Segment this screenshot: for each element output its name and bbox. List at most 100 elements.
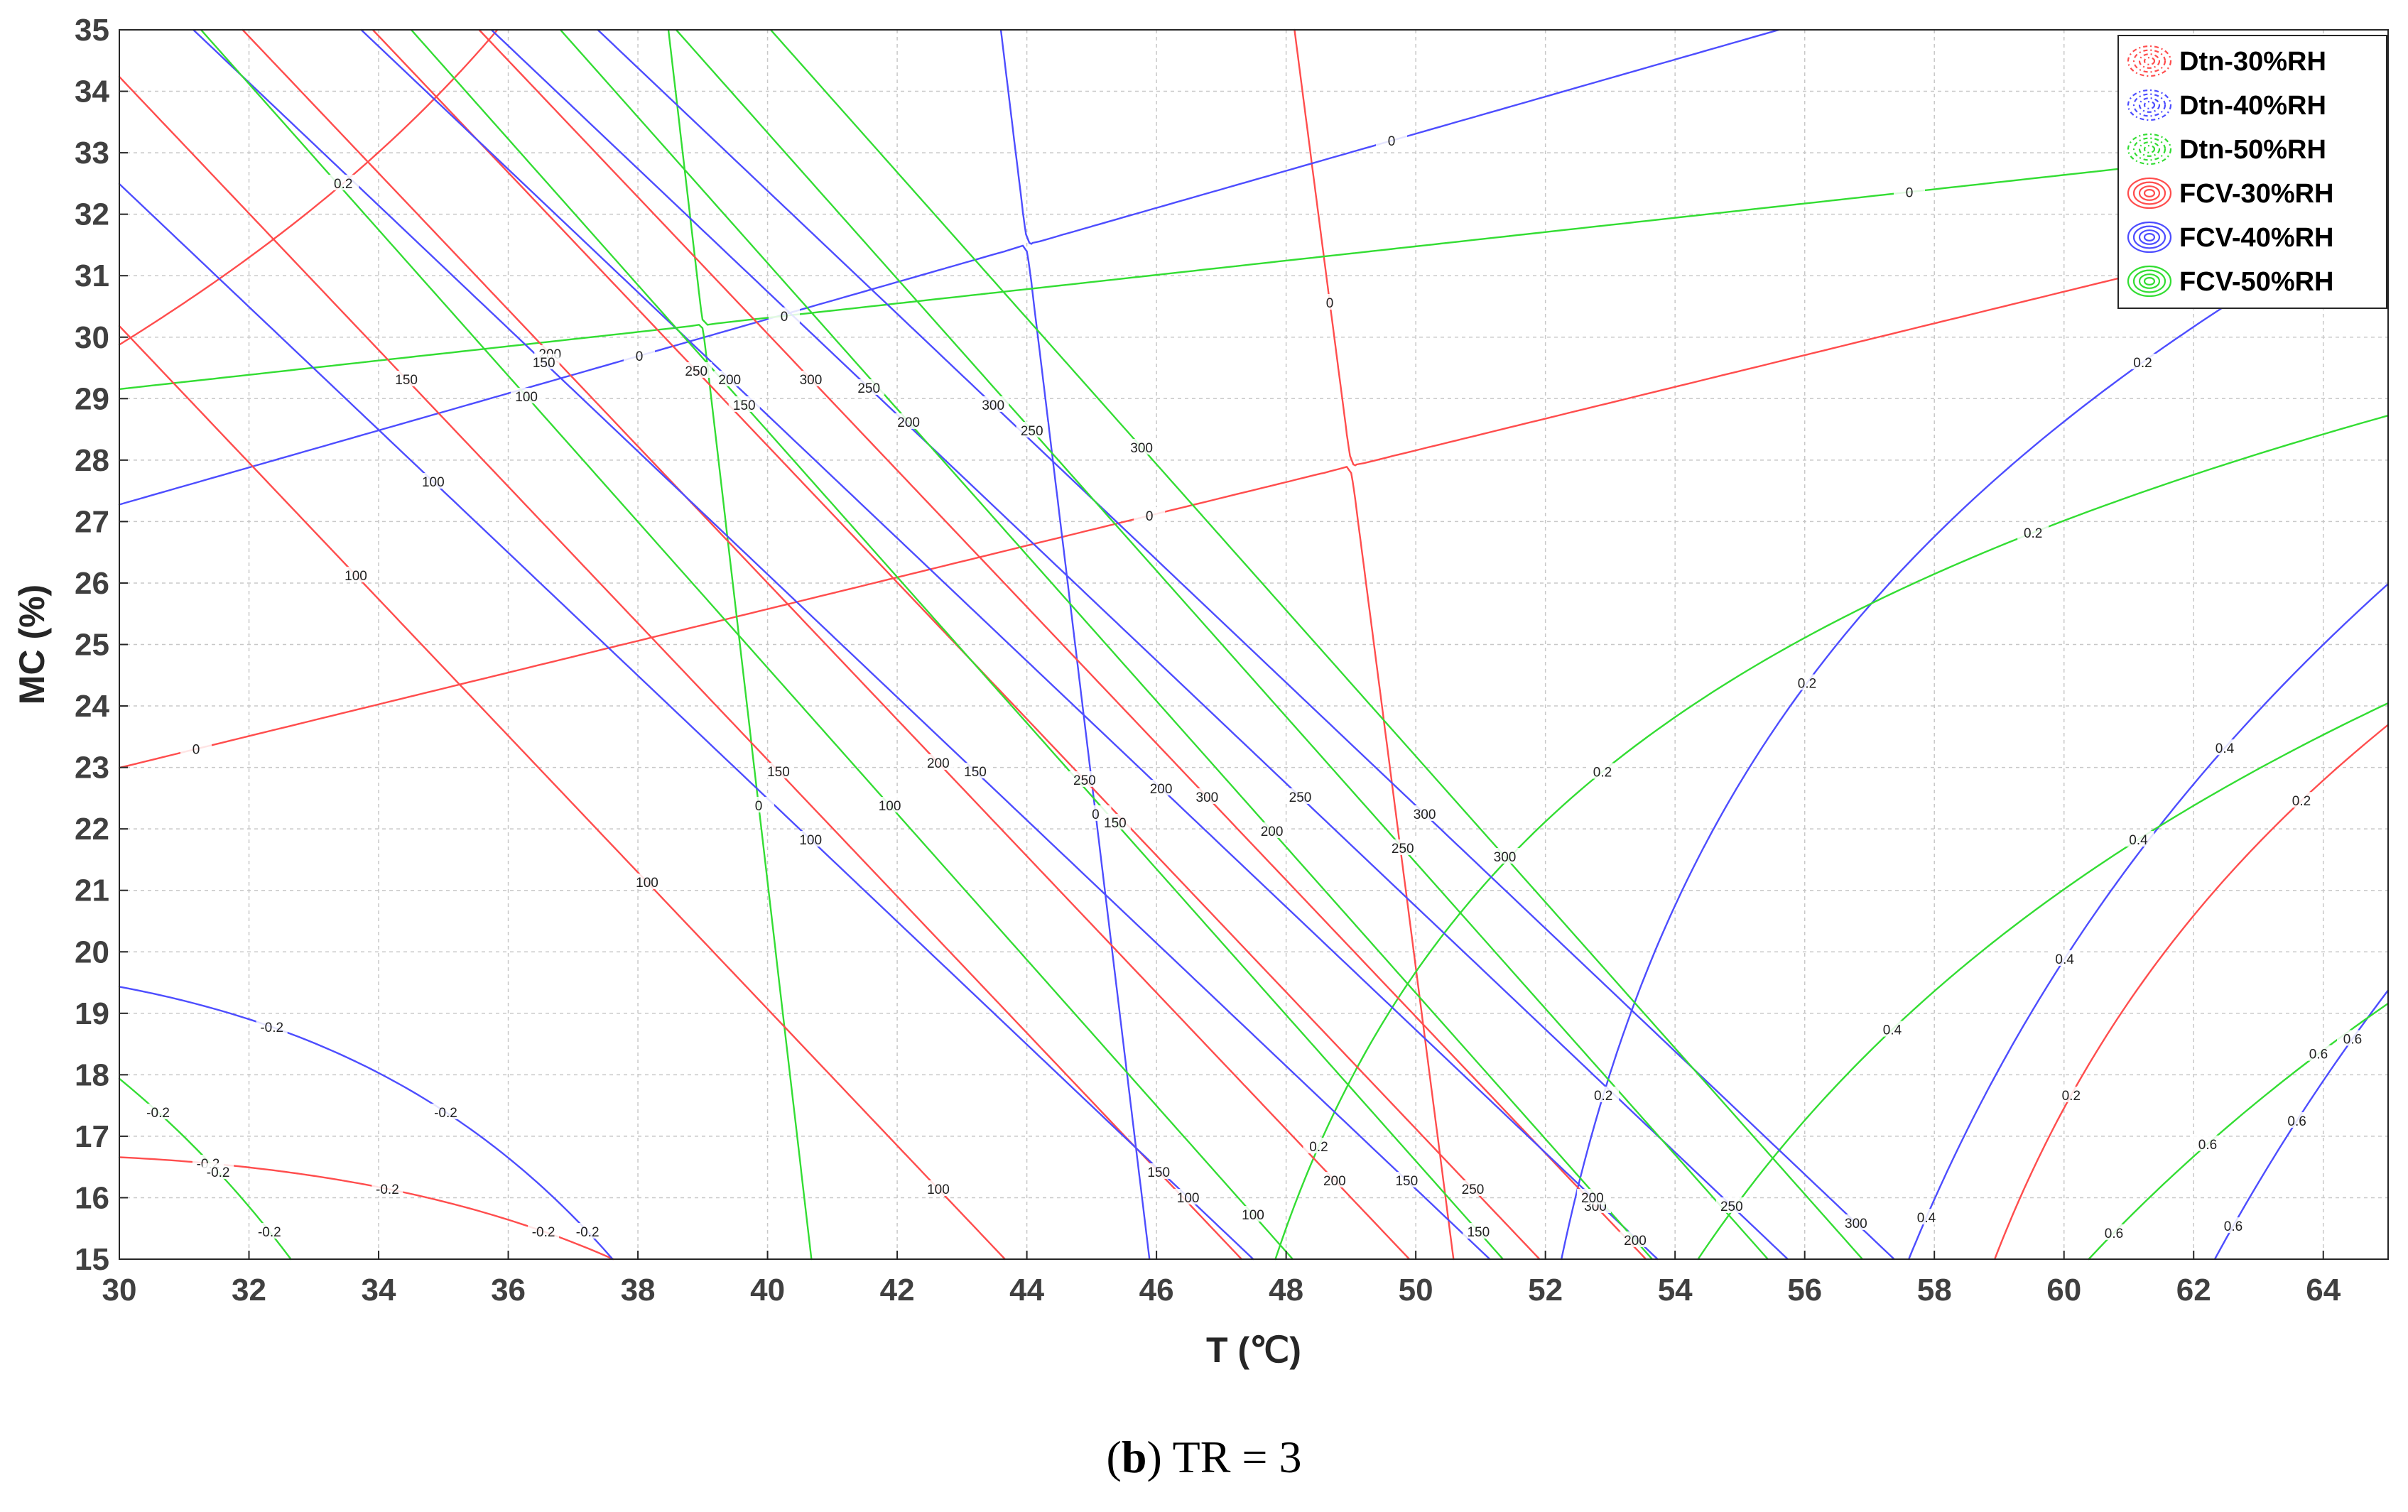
contour-label-bg — [977, 396, 1009, 412]
contour-label: 300 — [800, 373, 823, 388]
contour-label: 100 — [515, 390, 538, 405]
contour-label-bg — [2127, 354, 2159, 369]
x-tick-label: 52 — [1528, 1273, 1563, 1307]
contour-label-bg — [1619, 1231, 1651, 1247]
contour-label: 150 — [1104, 816, 1127, 831]
x-axis-title: T (℃) — [1206, 1330, 1301, 1370]
legend-swatch-ring — [2132, 225, 2166, 249]
contour-label: 150 — [964, 765, 987, 780]
contour-label-bg — [202, 1163, 234, 1179]
contour-label-bg — [2303, 1045, 2334, 1061]
x-tick-label: 44 — [1009, 1273, 1044, 1307]
y-tick-label: 16 — [75, 1180, 109, 1215]
legend-entry: FCV-40%RH — [2127, 221, 2334, 254]
contour-label: 300 — [1494, 850, 1517, 865]
y-tick-label: 17 — [75, 1119, 109, 1154]
contour-line — [2213, 989, 2390, 1261]
contour-label-bg — [371, 1180, 403, 1196]
contour-line — [371, 28, 1541, 1261]
contour-line — [1697, 702, 2390, 1261]
x-tick-label: 54 — [1658, 1273, 1693, 1307]
contour-label-bg — [1576, 1189, 1608, 1204]
contour-label: 150 — [533, 356, 555, 371]
contour-label: 0 — [755, 799, 763, 814]
x-tick-label: 58 — [1917, 1273, 1952, 1307]
contour-label-bg — [1587, 763, 1618, 779]
x-tick-label: 30 — [102, 1273, 137, 1307]
contour-label: 0 — [1906, 185, 1914, 200]
y-axis-title: MC (%) — [12, 584, 52, 705]
contour-label-bg — [728, 396, 760, 412]
contour-label-bg — [1409, 805, 1441, 821]
contour-label-bg — [2017, 524, 2049, 540]
contour-label: 0.2 — [334, 177, 352, 192]
contour-label: 0 — [192, 743, 200, 758]
contour-label: 150 — [1395, 1174, 1418, 1189]
legend-label: Dtn-30%RH — [2179, 47, 2326, 77]
contour-label: 300 — [1130, 441, 1153, 456]
legend-swatch-ring — [2132, 137, 2166, 161]
x-tick-label: 64 — [2306, 1273, 2341, 1307]
contour-line — [1908, 583, 2390, 1261]
legend-swatch-ring — [2143, 233, 2156, 242]
contour-line — [118, 75, 1243, 1261]
contour-label-bg — [1172, 1189, 1204, 1204]
y-tick-label: 18 — [75, 1057, 109, 1092]
legend-swatch-ring — [2132, 93, 2166, 117]
contour-label: 100 — [345, 569, 367, 584]
contour-label-bg — [893, 413, 925, 429]
contour-label: 200 — [1323, 1174, 1346, 1189]
contour-label-bg — [2209, 739, 2240, 756]
caption-text: TR = 3 — [1172, 1432, 1302, 1482]
contour-label: 0.6 — [2224, 1219, 2242, 1234]
contour-label-bg — [1068, 771, 1100, 787]
contour-label: 100 — [1242, 1208, 1264, 1223]
x-tick-label: 36 — [491, 1273, 526, 1307]
contour-label-bg — [1191, 788, 1223, 804]
contour-label-bg — [1457, 1180, 1489, 1196]
contour-label-bg — [430, 1104, 462, 1119]
x-tick-label: 40 — [750, 1273, 785, 1307]
y-tick-label: 21 — [75, 874, 109, 908]
contour-label: 300 — [982, 398, 1004, 413]
contour-label: 0.2 — [1798, 677, 1816, 692]
legend-swatch-ring — [2132, 269, 2166, 293]
contour-label: 250 — [1021, 424, 1043, 439]
contour-label: 0.6 — [2198, 1138, 2217, 1153]
contour-label-bg — [1237, 1206, 1269, 1222]
contour-label-bg — [1284, 788, 1316, 804]
contour-label: 150 — [395, 373, 418, 388]
contour-line — [242, 28, 1411, 1261]
contour-label: 0.6 — [2309, 1048, 2328, 1062]
contour-label-bg — [922, 1180, 954, 1196]
contour-line — [118, 28, 1780, 1261]
contour-label: 300 — [1196, 790, 1219, 805]
contour-label: 200 — [1261, 825, 1284, 839]
x-tick-label: 56 — [1787, 1273, 1822, 1307]
contour-line — [118, 1156, 614, 1261]
contour-label: 200 — [1581, 1191, 1604, 1206]
x-tick-label: 42 — [880, 1273, 915, 1307]
x-tick-label: 48 — [1269, 1273, 1303, 1307]
legend-label: Dtn-40%RH — [2179, 91, 2326, 121]
legend-swatch-ring — [2127, 177, 2172, 210]
contour-label-bg — [180, 740, 212, 756]
contour-line — [360, 28, 1659, 1261]
legend-swatch-ring — [2138, 229, 2161, 245]
contour-line — [478, 28, 1647, 1261]
contour-label: 200 — [1150, 782, 1173, 797]
y-tick-label: 34 — [75, 75, 109, 109]
contour-line — [559, 28, 1654, 1261]
x-tick-label: 38 — [621, 1273, 656, 1307]
legend-label: FCV-50%RH — [2179, 267, 2334, 297]
contour-label-bg — [417, 473, 449, 489]
legend-swatch-ring — [2143, 56, 2156, 65]
contour-label: 0 — [636, 349, 644, 364]
contour-label: 0.2 — [1593, 765, 1612, 780]
contour-label-bg — [1588, 1087, 1620, 1102]
contour-label-bg — [1387, 839, 1419, 855]
y-tick-label: 19 — [75, 996, 109, 1031]
contour-label: 0.4 — [1917, 1211, 1936, 1226]
y-tick-label: 28 — [75, 443, 109, 478]
